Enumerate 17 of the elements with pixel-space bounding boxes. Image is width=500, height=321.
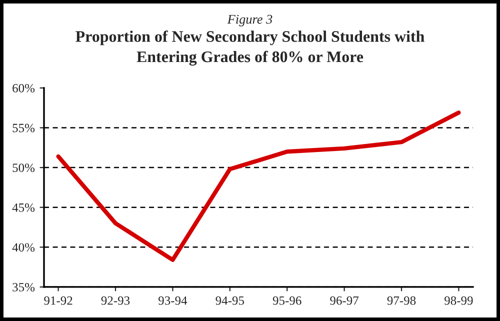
x-tick-label: 96-97 — [330, 296, 359, 305]
chart-title: Proportion of New Secondary School Students with Entering Grades of 80% or More — [76, 30, 424, 66]
y-tick-label: 60% — [12, 84, 35, 92]
x-tick-label: 93-94 — [158, 296, 188, 305]
x-tick-label: 91-92 — [44, 296, 72, 305]
x-tick-label: 92-93 — [101, 296, 130, 305]
x-tick-label: 97-98 — [387, 296, 416, 305]
y-tick-label: 55% — [12, 124, 35, 132]
x-tick-label: 95-96 — [272, 296, 302, 305]
x-tick-label: 98-99 — [444, 296, 473, 305]
y-tick-label: 50% — [12, 164, 35, 172]
x-tick-label: 94-95 — [216, 296, 244, 305]
chart-subtitle: Figure 3 — [227, 14, 272, 26]
y-tick-label: 45% — [12, 203, 35, 212]
y-tick-label: 35% — [12, 283, 35, 292]
y-tick-label: 40% — [12, 243, 35, 252]
line-series — [56, 110, 461, 262]
